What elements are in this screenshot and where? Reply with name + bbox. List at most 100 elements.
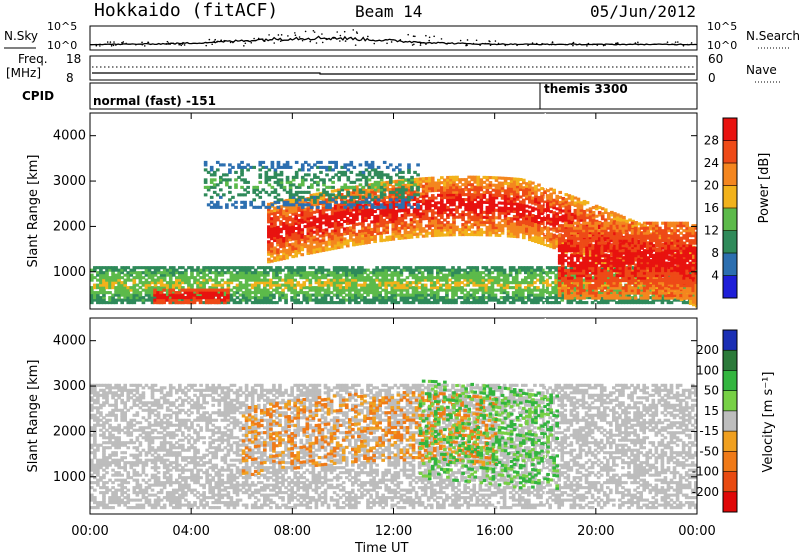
power-cell — [244, 281, 249, 285]
power-cell — [312, 238, 317, 242]
power-cell — [288, 225, 292, 229]
power-cell — [470, 215, 475, 219]
power-cell — [352, 230, 356, 234]
power-cell — [421, 184, 426, 188]
power-cell — [497, 213, 502, 218]
power-cell — [387, 296, 392, 300]
power-cell — [455, 228, 459, 232]
power-cell — [518, 220, 523, 224]
power-cell — [488, 220, 493, 225]
power-cell — [479, 195, 484, 199]
power-cell — [636, 301, 640, 305]
power-cell — [347, 296, 352, 300]
power-cell — [615, 291, 619, 295]
noise-search-point — [115, 44, 117, 46]
power-cell — [347, 273, 352, 277]
power-cell — [360, 268, 364, 272]
noise-search-point — [211, 43, 213, 46]
power-cell — [525, 204, 529, 208]
power-cell — [561, 219, 566, 223]
power-cell — [347, 268, 352, 272]
power-cell — [391, 187, 396, 191]
power-cell — [411, 268, 416, 272]
power-cell — [497, 201, 502, 205]
power-cell — [488, 218, 493, 222]
power-cell — [545, 281, 549, 285]
power-cell — [569, 281, 574, 285]
power-cell — [326, 301, 331, 305]
power-cell — [123, 293, 128, 297]
power-cell — [470, 200, 475, 204]
power-cell — [391, 225, 396, 229]
power-cell — [335, 281, 340, 285]
power-cell — [472, 273, 477, 277]
power-cell — [126, 288, 131, 292]
power-cell — [238, 301, 243, 305]
power-cell — [542, 283, 546, 287]
power-cell — [123, 296, 128, 300]
power-cell — [235, 288, 240, 292]
power-cell — [385, 208, 390, 212]
power-cell — [390, 296, 395, 300]
power-cell — [351, 296, 355, 300]
power-cell — [446, 200, 450, 204]
power-cell — [521, 181, 526, 185]
freq-label: Freq. — [18, 52, 48, 66]
power-cell — [199, 283, 203, 287]
power-cell — [132, 268, 137, 272]
power-cell — [658, 236, 663, 240]
power-cell — [314, 271, 319, 275]
power-cell — [300, 230, 305, 234]
power-cell — [285, 208, 289, 213]
power-cell — [496, 276, 501, 280]
noise-search-point — [637, 43, 639, 46]
power-cell — [232, 298, 237, 302]
power-cell — [591, 233, 596, 237]
power-cell — [520, 293, 525, 297]
power-cell — [390, 276, 395, 280]
noise-search-point — [277, 38, 280, 41]
power-cell — [214, 278, 219, 282]
power-cell — [539, 293, 543, 297]
power-cell — [366, 298, 370, 302]
power-cell — [582, 247, 587, 251]
power-cell — [402, 293, 407, 297]
power-cell — [314, 273, 319, 277]
power-cell — [178, 298, 182, 302]
power-cell — [588, 217, 593, 221]
power-cell — [262, 293, 267, 297]
noise-search-point — [257, 37, 260, 40]
power-cell — [555, 207, 560, 211]
power-cell — [445, 291, 449, 295]
power-cell — [208, 278, 212, 282]
power-cell — [484, 288, 489, 292]
power-cell — [290, 298, 294, 302]
power-cell — [605, 286, 610, 290]
power-cell — [336, 238, 341, 242]
power-cell — [524, 268, 528, 272]
power-cell — [363, 286, 367, 290]
power-cell — [479, 210, 484, 214]
power-cell — [123, 266, 128, 270]
power-cell — [108, 266, 112, 270]
power-cell — [117, 271, 121, 275]
power-cell — [355, 185, 359, 189]
noise-search-point — [637, 41, 639, 44]
power-cell — [387, 273, 392, 277]
power-cell — [153, 281, 158, 285]
power-cell — [494, 186, 499, 190]
power-cell — [196, 286, 200, 290]
power-cell — [500, 224, 505, 228]
power-cell — [427, 184, 432, 188]
power-cell — [393, 286, 398, 290]
power-cell — [379, 231, 383, 235]
power-cell — [315, 217, 320, 221]
power-cell — [302, 268, 307, 272]
power-cell — [497, 221, 502, 225]
power-cell — [631, 227, 635, 231]
power-cell — [336, 220, 341, 225]
power-cell — [120, 291, 124, 295]
power-cell — [530, 291, 534, 295]
power-cell — [514, 291, 519, 295]
noise-search-point — [141, 43, 144, 46]
